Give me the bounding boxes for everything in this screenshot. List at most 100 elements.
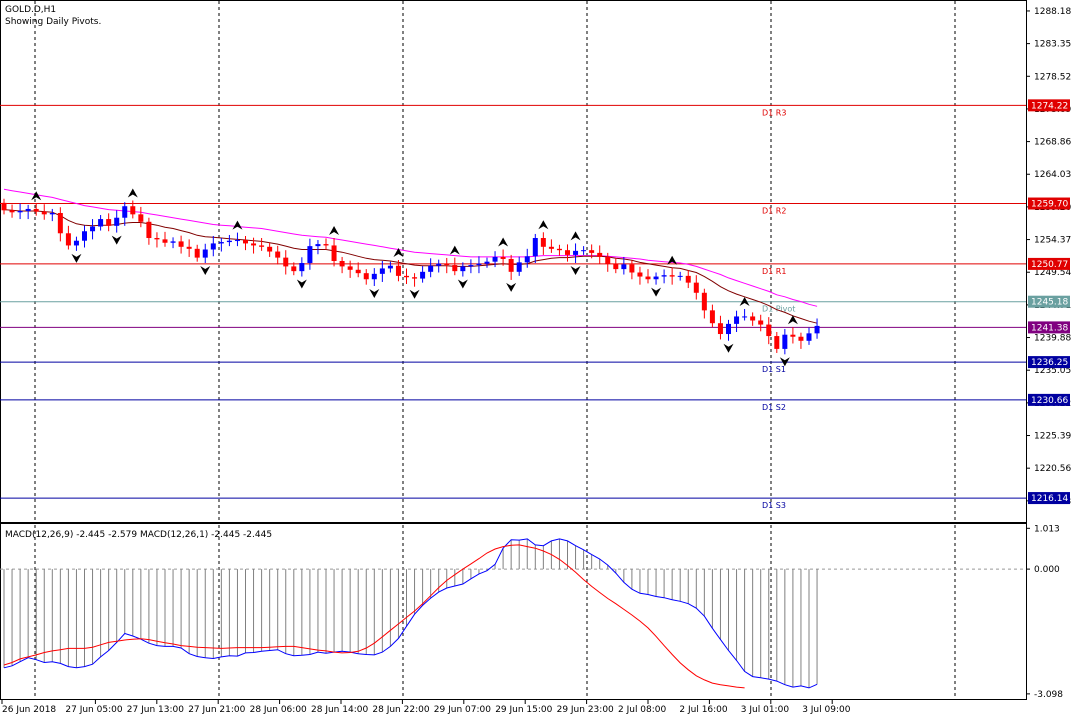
candle-body — [122, 206, 128, 218]
candle-body — [379, 268, 385, 274]
fractal-up-marker — [498, 237, 509, 247]
macd-title: MACD(12,26,9) -2.445 -2.579 MACD(12,26,1… — [5, 530, 272, 540]
candle-body — [331, 245, 337, 261]
x-tick-label: 2 Jul 08:00 — [618, 705, 667, 715]
candle-body — [114, 217, 120, 226]
candle-body — [275, 251, 281, 258]
x-tick-label: 27 Jun 13:00 — [127, 705, 184, 715]
candle-body — [259, 245, 265, 247]
symbol-title: GOLD.D,H1 — [5, 5, 56, 15]
pivot-price-badge-text: 1250.77 — [1031, 260, 1068, 270]
candle-body — [186, 246, 192, 249]
candle-body — [548, 246, 554, 249]
fractal-markers — [31, 188, 798, 367]
pivot-price-badge-text: 1274.22 — [1031, 101, 1068, 111]
candle-body — [734, 316, 740, 324]
fractal-up-marker — [787, 315, 798, 325]
macd-y-tick-label: 0.000 — [1034, 565, 1060, 575]
candle-body — [573, 250, 579, 255]
candle-body — [307, 246, 313, 264]
candle-body — [194, 248, 200, 258]
candle-body — [283, 257, 289, 267]
price-axis: 1288.181283.351278.521273.691268.861264.… — [1026, 7, 1071, 507]
candle-body — [315, 244, 321, 247]
y-tick-label: 1264.03 — [1034, 170, 1071, 180]
y-tick-label: 1235.05 — [1034, 366, 1071, 376]
y-tick-label: 1278.52 — [1034, 72, 1071, 82]
candle-body — [565, 250, 570, 255]
candle-body — [106, 219, 112, 226]
candle-body — [243, 240, 248, 244]
candle-body — [621, 264, 627, 270]
candle-body — [693, 282, 699, 293]
fractal-up-marker — [538, 220, 549, 230]
macd-axis: 1.013 0.000 -3.098 — [1026, 524, 1063, 700]
x-tick-label: 29 Jun 07:00 — [434, 705, 491, 715]
candle-body — [178, 241, 184, 247]
candle-body — [685, 275, 691, 283]
candle-body — [428, 265, 434, 272]
fractal-up-marker — [393, 247, 404, 257]
macd-main-line — [3, 538, 818, 689]
pivot-price-badge — [1028, 295, 1070, 308]
fractal-up-marker — [329, 226, 340, 236]
candle-body — [452, 265, 458, 272]
moving-average-lines — [3, 188, 818, 324]
macd-plot-frame — [0, 523, 1027, 700]
x-tick-label: 29 Jun 15:00 — [495, 705, 552, 715]
candle-body — [613, 263, 619, 270]
candle-body — [57, 212, 63, 234]
fractal-up-marker — [232, 220, 243, 230]
candle-body — [790, 334, 796, 337]
candle-body — [90, 226, 96, 232]
pivot-label: D1 S1 — [762, 365, 786, 374]
pivot-price-badge — [1028, 197, 1070, 210]
macd-y-tick-label: 1.013 — [1034, 524, 1060, 534]
x-tick-label: 28 Jun 06:00 — [250, 705, 307, 715]
pivot-price-badge-text: 1216.14 — [1031, 494, 1068, 504]
fractal-down-marker — [409, 289, 420, 299]
time-grid-lines — [34, 1, 956, 700]
macd-indicator — [0, 538, 1026, 689]
candle-body — [202, 249, 208, 258]
candle-body — [363, 273, 369, 280]
chart-subtitle: Showing Daily Pivots. — [5, 17, 101, 27]
candle-body — [806, 333, 812, 341]
candle-body — [130, 206, 136, 215]
macd-y-tick-label: -3.098 — [1034, 690, 1063, 700]
fractal-down-marker — [296, 279, 307, 289]
ma-slow-line — [3, 188, 818, 307]
fractal-up-marker — [127, 188, 138, 198]
fractal-down-marker — [723, 343, 734, 353]
candle-body — [629, 264, 635, 273]
y-tick-label: 1225.39 — [1034, 432, 1071, 442]
candle-body — [339, 261, 345, 267]
current-price-badge-text: 1241.38 — [1031, 323, 1068, 333]
candle-body — [492, 256, 498, 262]
fractal-down-marker — [506, 282, 517, 292]
candle-body — [484, 261, 490, 264]
pivot-price-badge-text: 1236.25 — [1031, 358, 1068, 368]
pivot-price-badge-text: 1245.18 — [1031, 298, 1068, 308]
candle-body — [742, 316, 748, 318]
candle-body — [556, 248, 562, 251]
candle-body — [645, 276, 651, 280]
candle-body — [347, 266, 353, 270]
candle-body — [653, 276, 659, 280]
pivot-price-badge — [1028, 393, 1070, 406]
pivot-price-badge — [1028, 492, 1070, 505]
pivot-price-badge — [1028, 99, 1070, 112]
candle-body — [436, 263, 442, 266]
y-tick-label: 1239.88 — [1034, 334, 1071, 344]
candle-body — [726, 323, 731, 335]
candle-body — [420, 271, 426, 279]
fractal-up-marker — [570, 231, 581, 241]
pivot-lines: D1 R3 D1 R2 D1 R1 D1 Pivot D1 S1 D1 S2 D1 S3 — [0, 104, 1026, 510]
candle-body — [798, 336, 804, 341]
candle-body — [371, 273, 377, 280]
candle-body — [701, 292, 707, 311]
candle-body — [33, 208, 39, 212]
candle-body — [65, 233, 71, 246]
fractal-down-marker — [457, 279, 468, 289]
